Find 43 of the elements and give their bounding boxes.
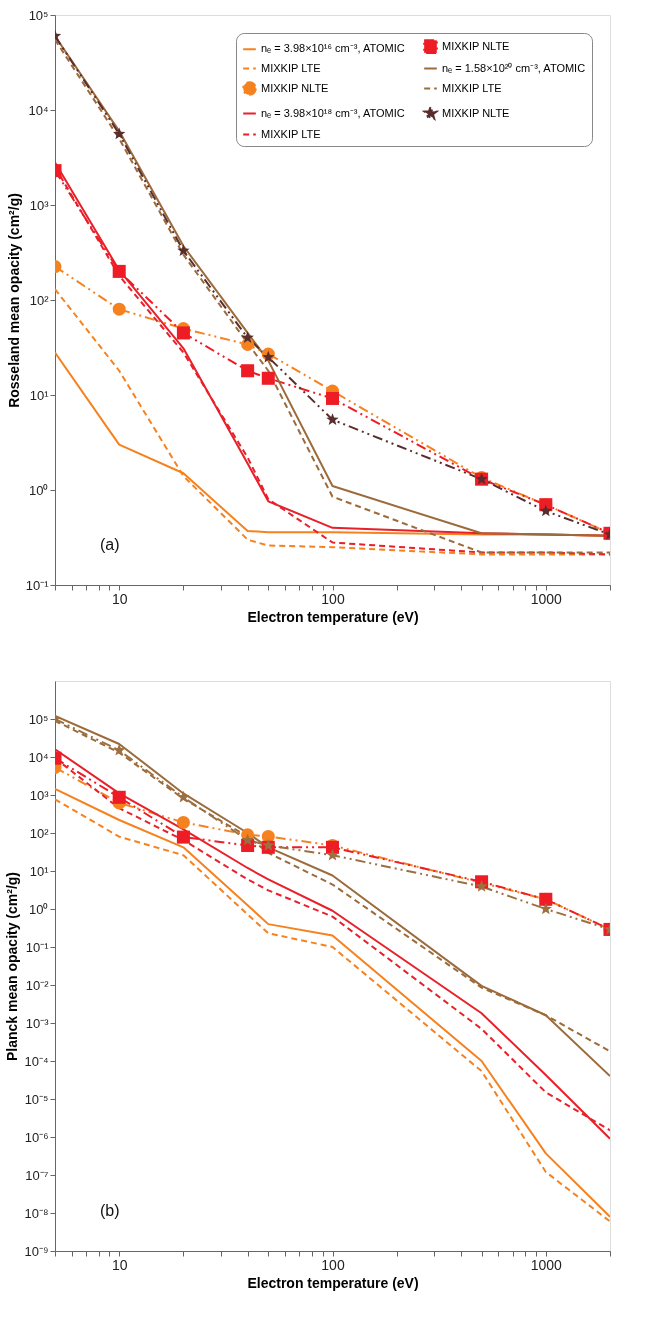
y-tick-label: 10⁰ — [29, 482, 49, 498]
x-tick-label: 10 — [111, 590, 128, 607]
y-axis-title: Rosseland mean opacity (cm²/g) — [5, 193, 22, 408]
legend-label: MIXKIP LTE — [261, 127, 321, 140]
annotation: (a) — [100, 536, 120, 553]
legend-label: MIXKIP NLTE — [261, 81, 329, 94]
x-tick-label: 100 — [321, 1256, 345, 1273]
legend-label: nₑ = 3.98×10¹⁶ cm⁻³, ATOMIC — [261, 42, 405, 55]
legend-label: nₑ = 1.58×10²⁰ cm⁻³, ATOMIC — [442, 61, 586, 74]
x-tick-label: 100 — [321, 590, 345, 607]
y-tick-label: 10⁻¹ — [25, 577, 50, 593]
y-tick-label: 10² — [29, 292, 50, 308]
legend-label: MIXKIP NLTE — [442, 39, 510, 52]
y-tick-label: 10⁻⁴ — [24, 1053, 49, 1069]
y-tick-label: 10⁻¹ — [25, 939, 50, 955]
x-tick-label: 1000 — [530, 590, 563, 607]
y-tick-label: 10⁻³ — [25, 1015, 50, 1031]
y-tick-label: 10⁻² — [25, 977, 50, 993]
y-tick-label: 10⁵ — [28, 7, 49, 23]
x-axis-title: Electron temperature (eV) — [247, 608, 419, 625]
y-tick-label: 10¹ — [29, 387, 50, 403]
annotation: (b) — [100, 1202, 120, 1219]
y-tick-label: 10⁴ — [28, 102, 49, 118]
y-tick-label: 10² — [29, 825, 50, 841]
y-tick-label: 10⁵ — [28, 711, 49, 727]
y-tick-label: 10⁻⁹ — [24, 1243, 49, 1259]
y-tick-label: 10³ — [29, 197, 50, 213]
y-axis-title: Planck mean opacity (cm²/g) — [4, 871, 21, 1062]
y-tick-label: 10³ — [29, 787, 50, 803]
x-axis-title: Electron temperature (eV) — [247, 1274, 419, 1291]
y-tick-label: 10⁻⁸ — [24, 1205, 49, 1221]
legend-label: MIXKIP LTE — [442, 81, 502, 94]
y-tick-label: 10⁻⁶ — [24, 1129, 49, 1145]
x-tick-label: 1000 — [530, 1256, 563, 1273]
y-tick-label: 10¹ — [29, 863, 50, 879]
legend-label: nₑ = 3.98×10¹⁸ cm⁻³, ATOMIC — [261, 106, 405, 119]
y-tick-label: 10⁴ — [28, 749, 49, 765]
legend-label: MIXKIP LTE — [261, 61, 321, 74]
x-tick-label: 10 — [111, 1256, 128, 1273]
y-tick-label: 10⁻⁷ — [25, 1167, 49, 1183]
y-tick-label: 10⁻⁵ — [24, 1091, 49, 1107]
legend-label: MIXKIP NLTE — [442, 106, 510, 119]
y-tick-label: 10⁰ — [29, 901, 49, 917]
